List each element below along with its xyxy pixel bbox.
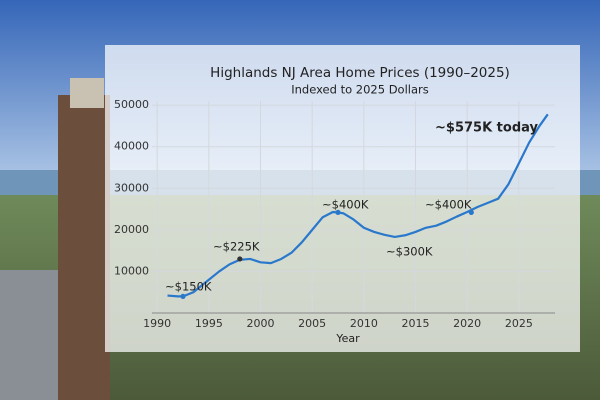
chart-title: Highlands NJ Area Home Prices (1990–2025… [210, 65, 510, 81]
y-tick-label: 10000 [114, 264, 149, 277]
x-tick-label: 2010 [350, 317, 378, 330]
lighthouse [58, 95, 110, 400]
x-tick-label: 1995 [195, 317, 223, 330]
annotation: ~$225K [213, 240, 260, 254]
annotation: ~$575K today [435, 121, 538, 136]
annotation: ~$400K [322, 198, 369, 212]
marker [335, 209, 341, 216]
marker [468, 209, 474, 216]
marker [180, 293, 186, 299]
chart-subtitle: Indexed to 2025 Dollars [291, 83, 429, 97]
y-tick-label: 30000 [114, 181, 149, 194]
annotation: ~$300K [386, 245, 433, 259]
chart-panel [105, 45, 580, 352]
x-tick-label: 2025 [505, 317, 533, 330]
x-axis-label: Year [335, 332, 360, 345]
lantern [70, 78, 104, 108]
y-tick-label: 40000 [114, 140, 149, 153]
price-line [167, 113, 549, 298]
y-tick-label: 20000 [114, 223, 149, 236]
x-tick-label: 2005 [298, 317, 326, 330]
x-tick-label: 2015 [402, 317, 430, 330]
marker [237, 256, 243, 262]
x-tick-label: 2020 [453, 317, 481, 330]
annotation: ~$150K [165, 280, 212, 294]
y-tick-label: 50000 [114, 98, 149, 111]
x-tick-label: 2000 [247, 317, 275, 330]
annotation: ~$400K [425, 198, 472, 212]
x-tick-label: 1990 [143, 317, 171, 330]
